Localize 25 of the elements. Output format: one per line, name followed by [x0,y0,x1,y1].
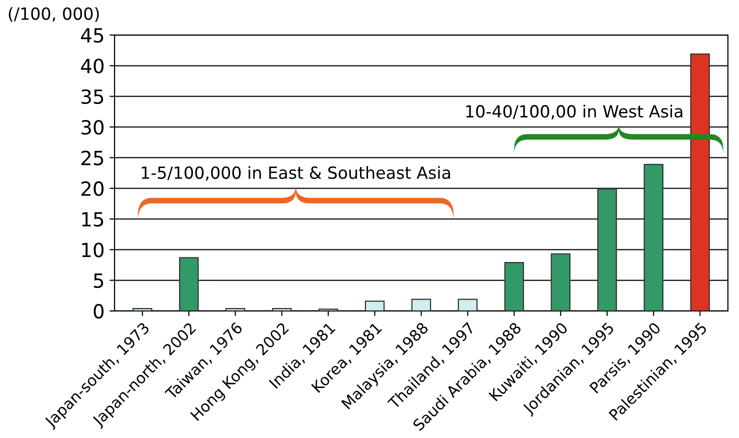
bar [458,298,478,311]
y-tick-label: 35 [82,89,104,104]
y-tick-label: 30 [82,120,104,135]
bar [411,298,432,311]
bar [550,253,570,311]
y-tick-label: 45 [81,28,104,43]
bar [132,308,152,311]
bar [597,188,617,311]
bar [226,308,246,311]
bar [690,53,710,311]
annotation: 1-5/100,000 in East & Southeast Asia [142,166,450,181]
y-axis-title: (/100, 000) [8,7,99,22]
y-tick-label: 20 [82,181,104,196]
y-tick-label: 25 [82,150,104,166]
y-tick-label: 10 [82,242,104,258]
bar [504,262,524,311]
bar [179,257,199,311]
y-tick-label: 5 [94,274,104,288]
y-tick-label: 0 [94,304,104,319]
bar [644,164,664,311]
annotation: 10-40/100,00 in West Asia [466,104,682,120]
bar [272,308,292,311]
bar [364,300,385,311]
y-tick-label: 15 [82,212,104,227]
y-tick-label: 40 [81,58,104,74]
